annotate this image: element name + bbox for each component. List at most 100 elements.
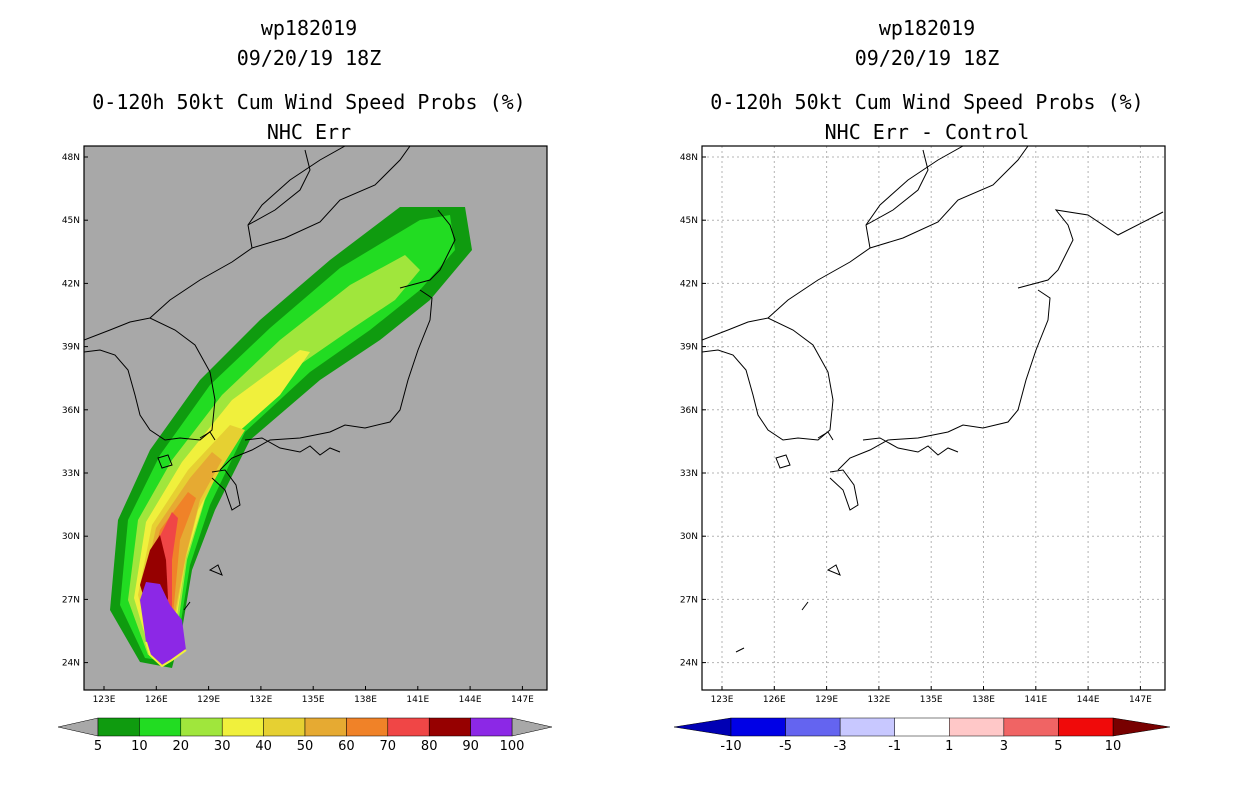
lon-tick-label: 132E <box>867 695 890 705</box>
colorbar-label: 10 <box>131 739 148 754</box>
lat-tick-label: 39N <box>62 343 80 353</box>
colorbar-label: 1 <box>945 739 953 754</box>
map-background <box>702 146 1165 690</box>
forecast-date: 09/20/19 18Z <box>854 46 1000 70</box>
lon-tick-label: 129E <box>197 695 220 705</box>
lon-tick-label: 126E <box>145 695 168 705</box>
lon-tick-label: 144E <box>1077 695 1100 705</box>
graticule <box>702 146 1165 690</box>
colorbar-swatch <box>1058 717 1114 737</box>
colorbar-swatch <box>949 717 1005 737</box>
probability-map: 123E 126E 129E 132E 135E 138E 141E 144E 147E 48N… <box>57 145 553 754</box>
colorbar-swatch <box>839 717 895 737</box>
colorbar-label: 30 <box>214 739 231 754</box>
colorbar-label: 40 <box>255 739 272 754</box>
colorbar-swatch <box>428 717 471 737</box>
lon-tick-label: 138E <box>972 695 995 705</box>
lat-tick-label: 36N <box>62 406 80 416</box>
colorbar-swatch <box>1003 717 1059 737</box>
lon-tick-label: 123E <box>93 695 116 705</box>
coastlines <box>702 146 1164 653</box>
colorbar-high-triangle <box>511 717 553 737</box>
lon-tick-label: 144E <box>459 695 482 705</box>
lat-tick-labels: 48N 45N 42N 39N 36N 33N 30N 27N 24N <box>62 153 88 669</box>
colorbar-swatch <box>470 717 513 737</box>
coastlines <box>84 146 456 611</box>
lat-tick-label: 39N <box>680 343 698 353</box>
lon-tick-label: 126E <box>763 695 786 705</box>
lon-tick-label: 132E <box>249 695 272 705</box>
right-panel: wp182019 09/20/19 18Z 0-120h 50kt Cum Wi… <box>618 0 1236 800</box>
lat-tick-label: 33N <box>680 469 698 479</box>
lat-tick-label: 45N <box>680 216 698 226</box>
lon-tick-label: 138E <box>354 695 377 705</box>
lon-tick-label: 141E <box>406 695 429 705</box>
colorbar-label: -1 <box>888 739 901 754</box>
colorbar-swatch <box>180 717 223 737</box>
lat-tick-label: 27N <box>680 595 698 605</box>
map-frame <box>701 145 1166 691</box>
colorbar-label: 10 <box>1105 739 1122 754</box>
colorbar-label: -5 <box>779 739 792 754</box>
colorbar-label: -3 <box>834 739 847 754</box>
colorbar-swatch <box>785 717 841 737</box>
storm-id: wp182019 <box>260 16 358 40</box>
lon-tick-label: 135E <box>302 695 325 705</box>
probability-colorbar: 5 10 20 30 40 50 60 70 80 90 100 <box>57 717 553 754</box>
colorbar-high-triangle <box>1112 717 1171 737</box>
colorbar-label: 3 <box>1000 739 1008 754</box>
lon-tick-label: 135E <box>920 695 943 705</box>
colorbar-label: 90 <box>462 739 479 754</box>
left-panel: wp182019 09/20/19 18Z 0-120h 50kt Cum Wi… <box>57 16 553 754</box>
forecast-date: 09/20/19 18Z <box>236 46 382 70</box>
colorbar-swatch <box>730 717 786 737</box>
product-title: 0-120h 50kt Cum Wind Speed Probs (%) <box>92 90 526 114</box>
colorbar-swatch <box>894 717 950 737</box>
colorbar-swatch <box>97 717 140 737</box>
difference-map: 123E 126E 129E 132E 135E 138E 141E 144E 147E 48N… <box>673 145 1171 754</box>
lat-tick-label: 30N <box>62 532 80 542</box>
colorbar-swatch <box>387 717 430 737</box>
lon-tick-label: 123E <box>711 695 734 705</box>
lat-tick-label: 24N <box>62 659 80 669</box>
colorbar-label: 60 <box>338 739 355 754</box>
map-frame <box>83 145 548 691</box>
colorbar-label: 50 <box>297 739 314 754</box>
lat-tick-label: 48N <box>62 153 80 163</box>
panel-subtitle: NHC Err <box>266 120 352 144</box>
lat-tick-label: 42N <box>680 279 698 289</box>
lon-tick-label: 141E <box>1024 695 1047 705</box>
colorbar-swatch <box>346 717 389 737</box>
panel-subtitle: NHC Err - Control <box>824 120 1030 144</box>
lon-tick-labels: 123E 126E 129E 132E 135E 138E 141E 144E 147E <box>711 686 1152 705</box>
lon-tick-label: 147E <box>511 695 534 705</box>
colorbar-swatch <box>221 717 264 737</box>
colorbar-low-triangle <box>57 717 99 737</box>
probability-swath <box>110 207 472 668</box>
product-title: 0-120h 50kt Cum Wind Speed Probs (%) <box>710 90 1144 114</box>
colorbar-swatch <box>139 717 182 737</box>
lat-tick-label: 48N <box>680 153 698 163</box>
lon-tick-labels: 123E 126E 129E 132E 135E 138E 141E 144E 147E <box>93 686 534 705</box>
lat-tick-label: 42N <box>62 279 80 289</box>
colorbar-label: -10 <box>720 739 741 754</box>
colorbar-swatch <box>263 717 306 737</box>
colorbar-swatch <box>304 717 347 737</box>
lat-tick-labels: 48N 45N 42N 39N 36N 33N 30N 27N 24N <box>680 153 706 669</box>
lat-tick-label: 24N <box>680 659 698 669</box>
lat-tick-label: 27N <box>62 595 80 605</box>
colorbar-label: 5 <box>94 739 102 754</box>
lat-tick-label: 36N <box>680 406 698 416</box>
lon-tick-label: 147E <box>1129 695 1152 705</box>
lat-tick-label: 33N <box>62 469 80 479</box>
colorbar-label: 70 <box>380 739 397 754</box>
colorbar-label: 5 <box>1054 739 1062 754</box>
colorbar-low-triangle <box>673 717 732 737</box>
colorbar-label: 20 <box>173 739 190 754</box>
lat-tick-label: 30N <box>680 532 698 542</box>
lon-tick-label: 129E <box>815 695 838 705</box>
colorbar-label: 80 <box>421 739 438 754</box>
colorbar-label: 100 <box>500 739 525 754</box>
storm-id: wp182019 <box>878 16 976 40</box>
lat-tick-label: 45N <box>62 216 80 226</box>
